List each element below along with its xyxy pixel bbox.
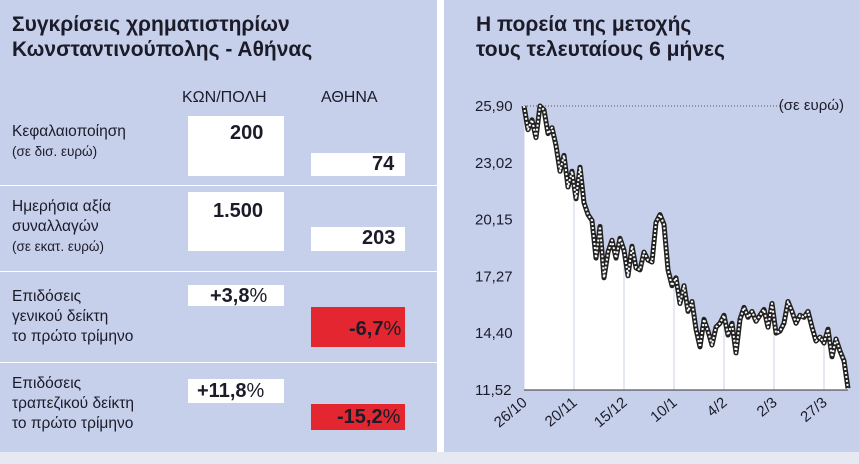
stock-chart-panel: Η πορεία της μετοχής τους τελευταίους 6 … bbox=[444, 0, 859, 452]
value-istanbul-capitalization: 200 bbox=[230, 122, 264, 144]
y-tick-label-3: 17,27 bbox=[475, 268, 513, 285]
x-tick-label-6: 27/3 bbox=[797, 394, 830, 426]
bar-istanbul-general-index bbox=[188, 285, 284, 306]
value-athens-capitalization: 74 bbox=[372, 153, 395, 175]
column-header-istanbul: ΚΩΝ/ΠΟΛΗ bbox=[182, 89, 267, 106]
row-label-unit: (σε εκατ. ευρώ) bbox=[12, 239, 104, 254]
bar-athens-bank-index bbox=[311, 404, 405, 430]
panel-gap bbox=[437, 0, 444, 452]
comparison-title-line1: Συγκρίσεις χρηματιστηρίων bbox=[12, 13, 290, 36]
row-label-line: Επιδόσεις bbox=[12, 288, 82, 305]
bar-istanbul-daily-volume bbox=[188, 192, 284, 251]
value-athens-general-index: -6,7% bbox=[349, 318, 401, 341]
column-header-athens: ΑΘΗΝΑ bbox=[321, 89, 378, 106]
row-label-unit: (σε δισ. ευρώ) bbox=[12, 144, 98, 159]
value-istanbul-daily-volume: 1.500 bbox=[213, 200, 264, 222]
value-istanbul-general-index: +3,8% bbox=[210, 285, 267, 308]
row-label-line: Ημερήσια αξία bbox=[12, 198, 112, 215]
row-label-line: τραπεζικού δείκτη bbox=[12, 395, 134, 412]
row-general-index-label: Επιδόσεις γενικού δείκτη το πρώτο τρίμην… bbox=[12, 287, 133, 347]
bar-istanbul-bank-index bbox=[188, 379, 284, 403]
y-tick-label-0: 25,90 bbox=[475, 98, 513, 115]
value-unit: % bbox=[383, 318, 402, 340]
row-bank-index-label: Επιδόσεις τραπεζικού δείκτη το πρώτο τρί… bbox=[12, 374, 134, 434]
comparison-panel: Συγκρίσεις χρηματιστηρίων Κωνσταντινούπο… bbox=[0, 0, 437, 452]
price-line-inner bbox=[523, 105, 849, 389]
value-athens-daily-volume: 203 bbox=[362, 227, 396, 249]
row-divider bbox=[0, 271, 437, 272]
bar-istanbul-capitalization bbox=[188, 116, 284, 176]
x-tick-label-2: 15/12 bbox=[591, 394, 631, 431]
row-label-line: γενικού δείκτη bbox=[12, 308, 109, 325]
stock-chart-title-line2: τους τελευταίους 6 μήνες bbox=[476, 38, 725, 61]
bar-athens-capitalization bbox=[311, 153, 405, 176]
unit-label: (σε ευρώ) bbox=[779, 97, 844, 114]
value-unit: % bbox=[246, 380, 265, 402]
y-tick-label-1: 23,02 bbox=[475, 155, 513, 172]
row-capitalization-label: Κεφαλαιοποίηση (σε δισ. ευρώ) bbox=[12, 122, 126, 162]
row-daily-volume-label: Ημερήσια αξία συναλλαγών (σε εκατ. ευρώ) bbox=[12, 197, 111, 257]
bar-athens-general-index bbox=[311, 307, 405, 347]
x-tick-label-3: 10/1 bbox=[647, 394, 680, 426]
value-istanbul-bank-index: +11,8% bbox=[197, 380, 264, 403]
x-tick-label-5: 2/3 bbox=[754, 394, 781, 420]
x-tick-label-4: 4/2 bbox=[704, 394, 731, 420]
value-unit: % bbox=[249, 285, 268, 307]
value-number: +3,8 bbox=[210, 285, 250, 307]
price-area-fill bbox=[524, 106, 848, 390]
y-tick-label-5: 11,52 bbox=[475, 382, 511, 399]
row-label-line: Επιδόσεις bbox=[12, 375, 82, 392]
value-unit: % bbox=[382, 406, 401, 428]
row-label-line: συναλλαγών bbox=[12, 218, 99, 235]
stock-chart-title-line1: Η πορεία της μετοχής bbox=[476, 13, 692, 36]
row-label-line: το πρώτο τρίμηνο bbox=[12, 415, 134, 432]
bar-athens-daily-volume bbox=[311, 227, 405, 251]
x-tick-label-1: 20/11 bbox=[542, 394, 581, 430]
y-tick-label-2: 20,15 bbox=[475, 212, 513, 229]
row-divider bbox=[0, 362, 437, 363]
y-tick-label-4: 14,40 bbox=[475, 325, 513, 342]
row-label-line: Κεφαλαιοποίηση bbox=[12, 123, 126, 140]
row-divider bbox=[0, 185, 437, 186]
value-number: +11,8 bbox=[197, 380, 247, 402]
comparison-title-line2: Κωνσταντινούπολης - Αθήνας bbox=[12, 38, 313, 61]
footer-strip bbox=[0, 452, 859, 464]
value-number: -6,7 bbox=[349, 318, 384, 340]
x-tick-label-0: 26/10 bbox=[491, 394, 531, 431]
value-athens-bank-index: -15,2% bbox=[337, 406, 400, 429]
row-label-line: το πρώτο τρίμηνο bbox=[12, 328, 134, 345]
value-number: -15,2 bbox=[337, 406, 383, 428]
